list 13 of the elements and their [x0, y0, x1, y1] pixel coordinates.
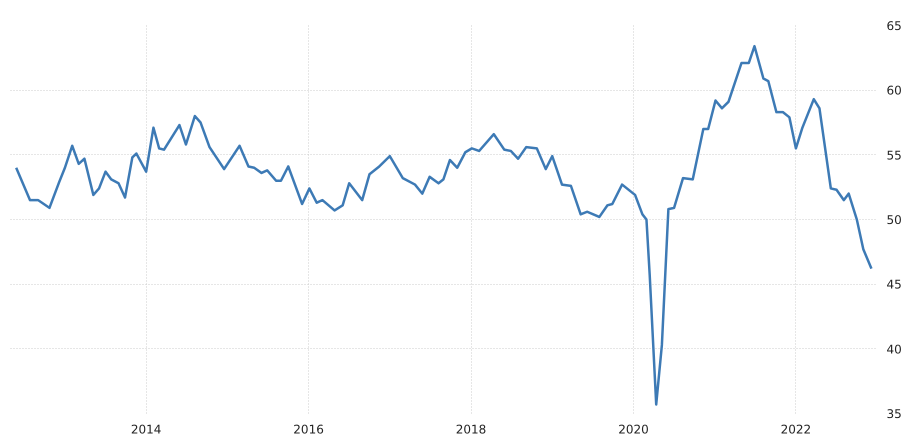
x-tick-label: 2020 [618, 422, 649, 436]
y-tick-label: 35 [886, 407, 902, 421]
x-tick-label: 2016 [293, 422, 324, 436]
x-tick-label: 2014 [130, 422, 162, 436]
y-tick-label: 40 [886, 342, 902, 356]
line-series [14, 44, 873, 406]
x-tick-label: 2018 [456, 422, 486, 436]
y-tick-label: 65 [886, 19, 902, 33]
y-tick-label: 45 [886, 278, 902, 292]
y-tick-label: 50 [886, 213, 902, 227]
x-tick-label: 2022 [780, 422, 812, 436]
y-tick-label: 60 [886, 84, 902, 98]
y-tick-label: 55 [886, 148, 902, 162]
